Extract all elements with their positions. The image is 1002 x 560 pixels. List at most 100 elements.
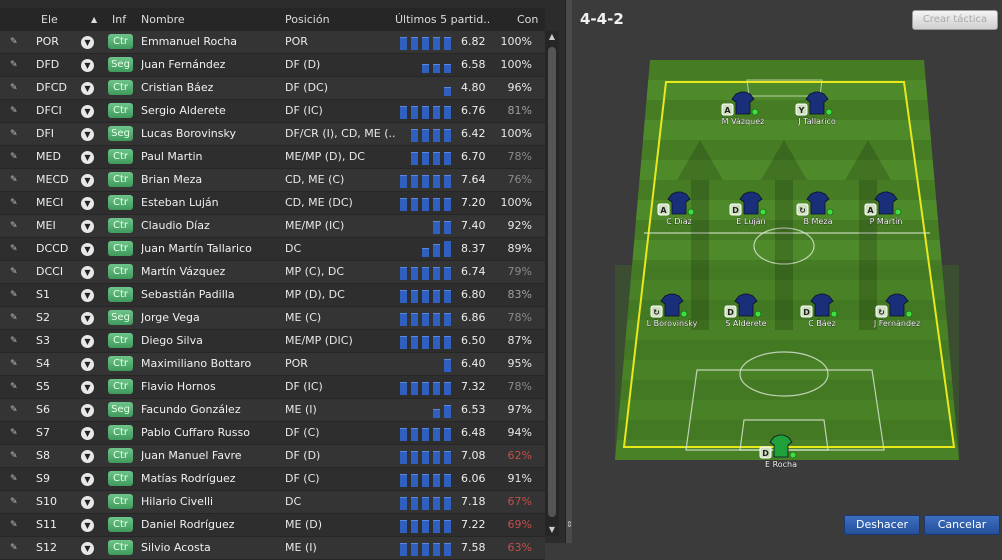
table-row[interactable]: ✎ S11 ▼ Ctr Daniel Rodríguez ME (D) 7.22 69% (0, 514, 545, 537)
drag-handle-icon[interactable]: ✎ (10, 290, 18, 300)
instruction-badge[interactable]: Ctr (108, 379, 133, 394)
player-marker[interactable]: D E Rocha (759, 434, 797, 469)
player-marker[interactable]: Y J Tallarico (795, 91, 836, 126)
chevron-down-icon[interactable]: ▼ (81, 82, 94, 95)
table-row[interactable]: ✎ S5 ▼ Ctr Flavio Hornos DF (IC) 7.32 78% (0, 376, 545, 399)
header-con[interactable]: Con (517, 13, 539, 26)
player-name[interactable]: Facundo González (141, 403, 241, 416)
chevron-down-icon[interactable]: ▼ (81, 450, 94, 463)
table-row[interactable]: ✎ POR ▼ Ctr Emmanuel Rocha POR 6.82 100% (0, 31, 545, 54)
player-marker[interactable]: ↻ B Meza (796, 191, 834, 226)
player-name[interactable]: Martín Vázquez (141, 265, 226, 278)
instruction-badge[interactable]: Ctr (108, 218, 133, 233)
drag-handle-icon[interactable]: ✎ (10, 405, 18, 415)
chevron-down-icon[interactable]: ▼ (81, 266, 94, 279)
player-marker[interactable]: A P Martín (864, 191, 903, 226)
chevron-down-icon[interactable]: ▼ (81, 59, 94, 72)
player-name[interactable]: Claudio Díaz (141, 219, 210, 232)
drag-handle-icon[interactable]: ✎ (10, 175, 18, 185)
table-row[interactable]: ✎ DFCI ▼ Ctr Sergio Alderete DF (IC) 6.76 81% (0, 100, 545, 123)
instruction-badge[interactable]: Ctr (108, 241, 133, 256)
instruction-badge[interactable]: Seg (108, 402, 133, 417)
header-ultimos[interactable]: Últimos 5 partid.. (395, 13, 491, 26)
drag-handle-icon[interactable]: ✎ (10, 129, 18, 139)
instruction-badge[interactable]: Ctr (108, 471, 133, 486)
drag-handle-icon[interactable]: ✎ (10, 152, 18, 162)
player-marker[interactable]: ↻ L Borovinsky (646, 293, 698, 328)
table-row[interactable]: ✎ S10 ▼ Ctr Hilario Civelli DC 7.18 67% (0, 491, 545, 514)
player-name[interactable]: Silvio Acosta (141, 541, 211, 554)
header-posicion[interactable]: Posición (285, 13, 330, 26)
chevron-down-icon[interactable]: ▼ (81, 220, 94, 233)
player-name[interactable]: Paul Martin (141, 150, 203, 163)
chevron-down-icon[interactable]: ▼ (81, 427, 94, 440)
drag-handle-icon[interactable]: ✎ (10, 474, 18, 484)
instruction-badge[interactable]: Ctr (108, 425, 133, 440)
player-name[interactable]: Esteban Luján (141, 196, 219, 209)
player-marker[interactable]: D E Luján (729, 191, 767, 226)
player-marker[interactable]: D C Báez (800, 293, 838, 328)
chevron-down-icon[interactable]: ▼ (81, 128, 94, 141)
table-row[interactable]: ✎ S9 ▼ Ctr Matías Rodríguez DF (C) 6.06 91% (0, 468, 545, 491)
table-scrollbar[interactable]: ▲ ▼ (545, 31, 559, 536)
player-name[interactable]: Emmanuel Rocha (141, 35, 238, 48)
player-name[interactable]: Pablo Cuffaro Russo (141, 426, 250, 439)
header-inf[interactable]: Inf (112, 13, 127, 26)
instruction-badge[interactable]: Seg (108, 310, 133, 325)
player-name[interactable]: Lucas Borovinsky (141, 127, 236, 140)
chevron-down-icon[interactable]: ▼ (81, 496, 94, 509)
table-row[interactable]: ✎ S4 ▼ Ctr Maximiliano Bottaro POR 6.40 95% (0, 353, 545, 376)
drag-handle-icon[interactable]: ✎ (10, 359, 18, 369)
sort-up-icon[interactable]: ▲ (91, 15, 98, 24)
player-name[interactable]: Sebastián Padilla (141, 288, 235, 301)
chevron-down-icon[interactable]: ▼ (81, 289, 94, 302)
chevron-down-icon[interactable]: ▼ (81, 151, 94, 164)
player-marker[interactable]: ↻ J Fernández (873, 293, 920, 328)
instruction-badge[interactable]: Ctr (108, 448, 133, 463)
table-row[interactable]: ✎ S3 ▼ Ctr Diego Silva ME/MP (DIC) 6.50 87% (0, 330, 545, 353)
header-ele[interactable]: Ele (41, 13, 58, 26)
player-name[interactable]: Jorge Vega (141, 311, 200, 324)
chevron-down-icon[interactable]: ▼ (81, 473, 94, 486)
player-name[interactable]: Flavio Hornos (141, 380, 216, 393)
player-marker[interactable]: A C Díaz (657, 191, 695, 226)
table-row[interactable]: ✎ S12 ▼ Ctr Silvio Acosta ME (I) 7.58 63% (0, 537, 545, 560)
instruction-badge[interactable]: Ctr (108, 149, 133, 164)
cancel-button[interactable]: Cancelar (924, 515, 1000, 535)
table-row[interactable]: ✎ MECD ▼ Ctr Brian Meza CD, ME (C) 7.64 76% (0, 169, 545, 192)
drag-handle-icon[interactable]: ✎ (10, 313, 18, 323)
scroll-thumb[interactable] (548, 47, 556, 517)
instruction-badge[interactable]: Ctr (108, 172, 133, 187)
instruction-badge[interactable]: Ctr (108, 517, 133, 532)
chevron-down-icon[interactable]: ▼ (81, 197, 94, 210)
instruction-badge[interactable]: Ctr (108, 356, 133, 371)
player-name[interactable]: Sergio Alderete (141, 104, 226, 117)
drag-handle-icon[interactable]: ✎ (10, 83, 18, 93)
drag-handle-icon[interactable]: ✎ (10, 543, 18, 553)
table-row[interactable]: ✎ DCCI ▼ Ctr Martín Vázquez MP (C), DC 6.74 79% (0, 261, 545, 284)
table-row[interactable]: ✎ MED ▼ Ctr Paul Martin ME/MP (D), DC 6.70 78% (0, 146, 545, 169)
instruction-badge[interactable]: Ctr (108, 264, 133, 279)
chevron-down-icon[interactable]: ▼ (81, 243, 94, 256)
instruction-badge[interactable]: Ctr (108, 494, 133, 509)
scroll-down-icon[interactable]: ▼ (548, 525, 556, 534)
table-row[interactable]: ✎ S1 ▼ Ctr Sebastián Padilla MP (D), DC 6.80 83… (0, 284, 545, 307)
splitter-grip-icon[interactable]: ⇕ (566, 520, 573, 529)
table-row[interactable]: ✎ DFI ▼ Seg Lucas Borovinsky DF/CR (I), CD, M… (0, 123, 545, 146)
instruction-badge[interactable]: Ctr (108, 540, 133, 555)
drag-handle-icon[interactable]: ✎ (10, 244, 18, 254)
chevron-down-icon[interactable]: ▼ (81, 105, 94, 118)
instruction-badge[interactable]: Seg (108, 126, 133, 141)
table-row[interactable]: ✎ DFD ▼ Seg Juan Fernández DF (D) 6.58 100% (0, 54, 545, 77)
instruction-badge[interactable]: Ctr (108, 34, 133, 49)
drag-handle-icon[interactable]: ✎ (10, 37, 18, 47)
player-name[interactable]: Daniel Rodríguez (141, 518, 235, 531)
table-row[interactable]: ✎ S6 ▼ Seg Facundo González ME (I) 6.53 97% (0, 399, 545, 422)
table-row[interactable]: ✎ DCCD ▼ Ctr Juan Martín Tallarico DC 8.37 89% (0, 238, 545, 261)
player-name[interactable]: Hilario Civelli (141, 495, 214, 508)
instruction-badge[interactable]: Ctr (108, 333, 133, 348)
table-row[interactable]: ✎ S2 ▼ Seg Jorge Vega ME (C) 6.86 78% (0, 307, 545, 330)
instruction-badge[interactable]: Ctr (108, 103, 133, 118)
player-name[interactable]: Juan Fernández (141, 58, 226, 71)
chevron-down-icon[interactable]: ▼ (81, 381, 94, 394)
